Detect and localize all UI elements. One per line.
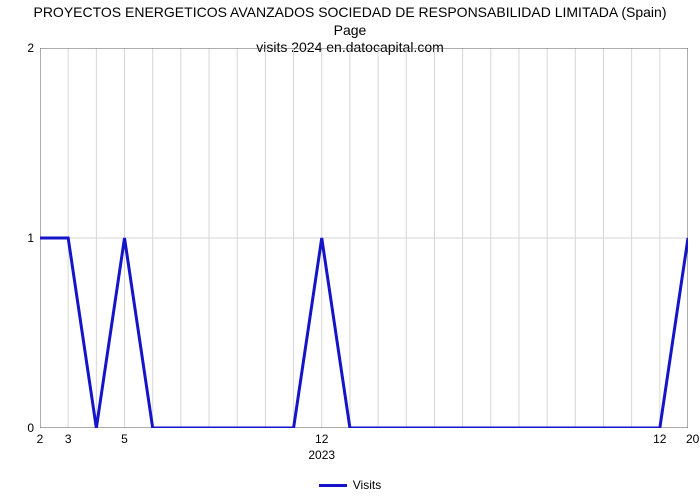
legend: Visits (0, 477, 700, 492)
x-sub-label: 2023 (308, 448, 335, 462)
x-tick-label: 12 (653, 432, 666, 446)
x-tick-label: 3 (65, 432, 72, 446)
x-tick-label: 5 (121, 432, 128, 446)
legend-label: Visits (353, 478, 381, 492)
x-tick-label: 12 (315, 432, 328, 446)
y-tick-label: 0 (14, 421, 34, 435)
chart-title-line1: PROYECTOS ENERGETICOS AVANZADOS SOCIEDAD… (33, 4, 666, 38)
x-tick-label-right-edge: 202 (686, 432, 700, 446)
chart-container: { "chart": { "type": "line", "title_line… (0, 0, 700, 500)
chart-svg (40, 48, 688, 428)
y-tick-label: 1 (14, 231, 34, 245)
legend-swatch (319, 484, 347, 487)
plot-area (40, 48, 688, 428)
x-tick-label: 2 (37, 432, 44, 446)
y-tick-label: 2 (14, 41, 34, 55)
